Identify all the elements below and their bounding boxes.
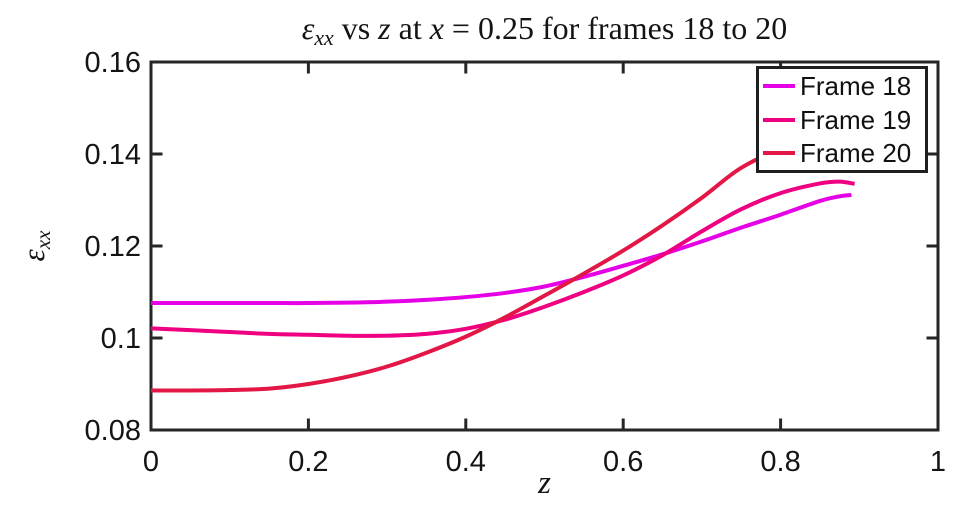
text-segment: ε — [16, 249, 51, 262]
y-tick-label: 0.08 — [85, 415, 141, 447]
legend-entry: Frame 20 — [759, 137, 925, 170]
x-tick-label: 1 — [930, 446, 946, 478]
y-tick-label: 0.14 — [85, 139, 141, 171]
text-segment: xx — [314, 26, 334, 51]
text-segment: ε — [301, 10, 315, 46]
legend-line-swatch — [763, 151, 795, 155]
legend-entry: Frame 19 — [759, 103, 925, 136]
text-segment: at — [390, 10, 430, 46]
legend-line-swatch — [763, 84, 795, 88]
axes-box — [149, 60, 940, 432]
legend-line-swatch — [763, 117, 795, 122]
x-tick-label: 0.6 — [603, 446, 643, 478]
series-line-frame-19 — [150, 179, 855, 338]
text-segment: z — [378, 10, 391, 46]
y-axis-label: εxx — [14, 186, 55, 306]
series-line-frame-18 — [151, 192, 852, 306]
y-tick-label: 0.16 — [85, 47, 141, 79]
y-tick-label: 0.12 — [85, 231, 141, 263]
text-segment: xx — [30, 230, 55, 250]
x-tick-label: 0.2 — [288, 446, 328, 478]
x-tick-label: 0.8 — [760, 446, 800, 478]
series-line-frame-20 — [150, 143, 852, 393]
legend: Frame 18 Frame 19 Frame 20 — [756, 66, 928, 173]
legend-label: Frame 20 — [800, 138, 912, 168]
y-tick-label: 0.1 — [101, 323, 141, 355]
legend-label: Frame 18 — [800, 71, 912, 101]
x-axis-label: z — [538, 465, 551, 501]
text-segment: vs — [333, 10, 379, 46]
legend-entry: Frame 18 — [759, 70, 925, 103]
chart-title: εxx vs z at x = 0.25 for frames 18 to 20 — [151, 8, 938, 51]
legend-label: Frame 19 — [800, 104, 912, 135]
text-segment: x — [429, 10, 444, 46]
text-segment: = 0.25 for frames 18 to 20 — [443, 10, 788, 46]
x-tick-label: 0 — [143, 446, 159, 478]
x-tick-label: 0.4 — [446, 446, 486, 478]
